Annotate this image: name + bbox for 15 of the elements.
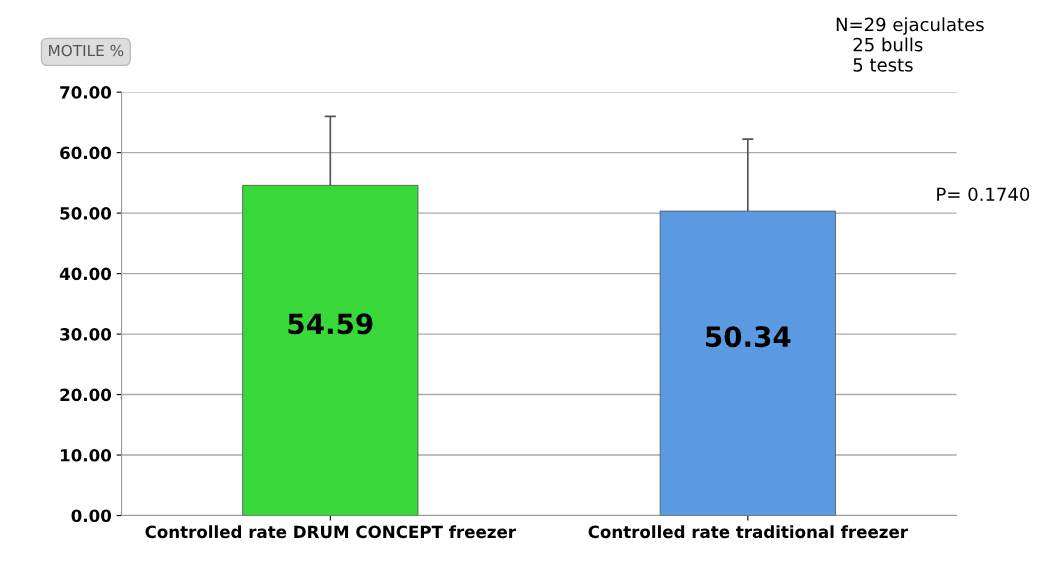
y-tick-label: 60.00 (60, 146, 112, 160)
text: N=29 ejaculates 25 bulls 5 tests (836, 17, 984, 72)
y-tick-label: 20.00 (60, 388, 112, 402)
data-label: 54.59 (288, 313, 373, 335)
x-tick-label: Controlled rate traditional freezer (588, 525, 908, 539)
y-axis-title: MOTILE % (49, 44, 124, 57)
y-tick-label: 40.00 (59, 267, 112, 281)
y-tick-label: 30.00 (60, 328, 112, 341)
x-tick-label: Controlled rate DRUM CONCEPT freezer (145, 525, 516, 539)
annotation: P= 0.1740 (937, 187, 1030, 202)
y-tick-label: 70.00 (60, 86, 112, 99)
y-tick-label: 0.00 (71, 509, 112, 523)
data-label: 50.34 (706, 326, 791, 348)
y-tick-label: 10.00 (61, 449, 112, 462)
y-tick-label: 50.00 (60, 207, 112, 220)
